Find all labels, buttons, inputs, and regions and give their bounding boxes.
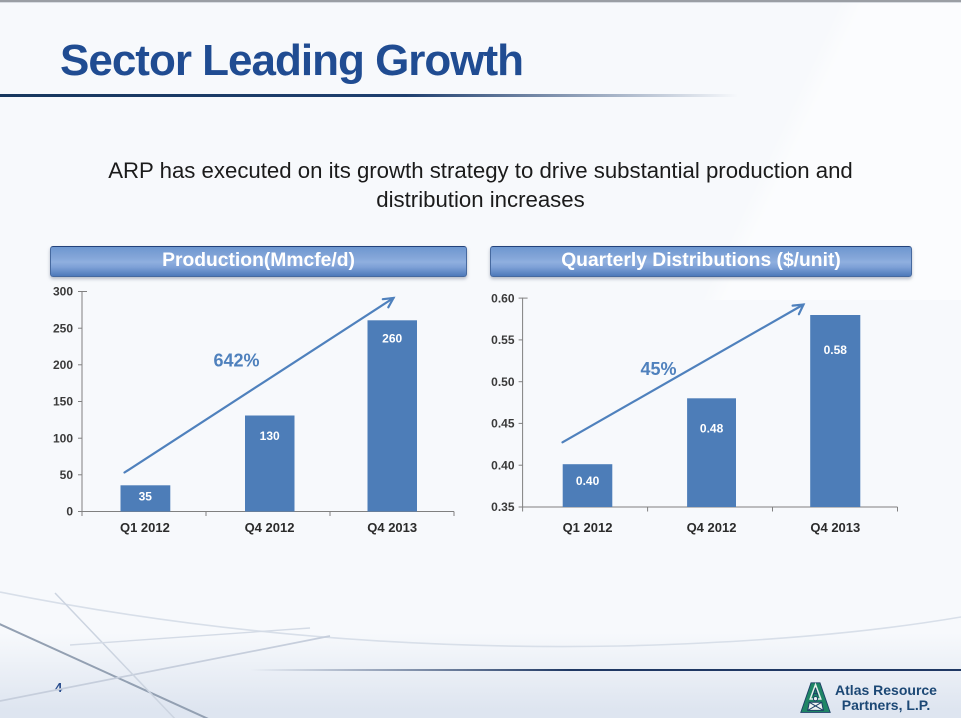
svg-text:0.50: 0.50 bbox=[491, 375, 515, 389]
svg-text:200: 200 bbox=[53, 358, 73, 372]
svg-text:0: 0 bbox=[66, 505, 73, 519]
svg-text:50: 50 bbox=[60, 468, 74, 482]
svg-text:300: 300 bbox=[53, 285, 73, 299]
svg-text:130: 130 bbox=[260, 429, 280, 443]
svg-text:0.45: 0.45 bbox=[491, 417, 515, 431]
svg-text:150: 150 bbox=[53, 395, 73, 409]
svg-text:100: 100 bbox=[53, 431, 73, 445]
svg-text:642%: 642% bbox=[213, 351, 259, 371]
svg-text:Q1 2012: Q1 2012 bbox=[563, 520, 613, 535]
svg-text:260: 260 bbox=[382, 332, 402, 346]
svg-text:45%: 45% bbox=[640, 359, 676, 379]
svg-text:Q4 2013: Q4 2013 bbox=[810, 520, 860, 535]
svg-text:Q4 2012: Q4 2012 bbox=[687, 520, 737, 535]
svg-text:0.48: 0.48 bbox=[700, 421, 724, 435]
svg-text:250: 250 bbox=[53, 321, 73, 335]
svg-text:Q4 2013: Q4 2013 bbox=[367, 520, 417, 535]
svg-text:0.40: 0.40 bbox=[491, 458, 515, 472]
svg-text:35: 35 bbox=[139, 490, 153, 504]
svg-text:Q4 2012: Q4 2012 bbox=[245, 520, 295, 535]
svg-text:0.40: 0.40 bbox=[576, 474, 600, 488]
svg-text:0.60: 0.60 bbox=[491, 291, 515, 305]
svg-text:0.58: 0.58 bbox=[824, 343, 848, 357]
svg-text:0.55: 0.55 bbox=[491, 333, 515, 347]
svg-text:0.35: 0.35 bbox=[491, 500, 515, 514]
svg-text:Q1 2012: Q1 2012 bbox=[120, 520, 170, 535]
